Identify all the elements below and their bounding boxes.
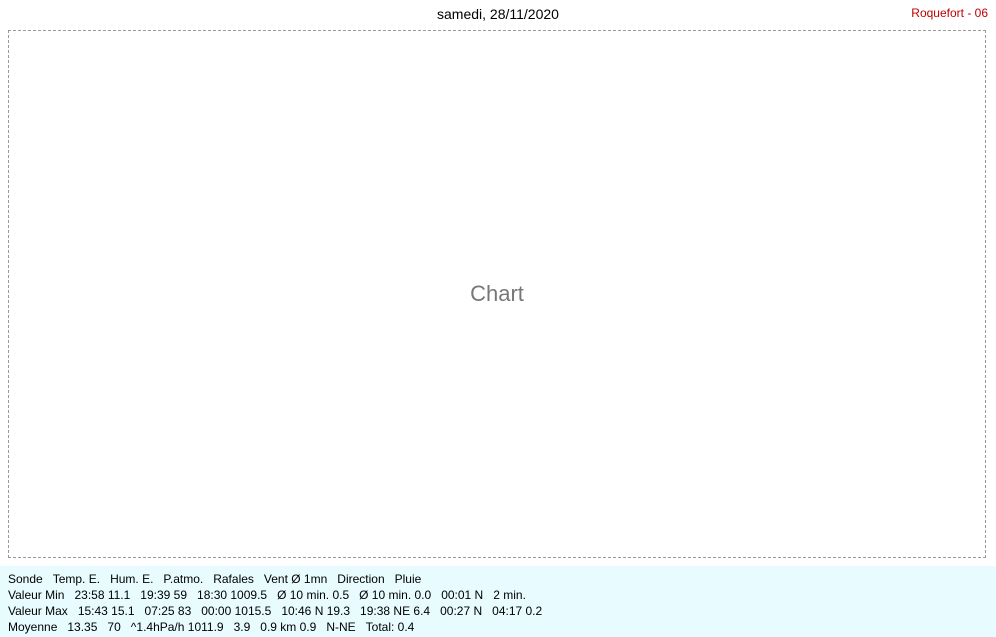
stats-cell: Temp. E. [52, 572, 101, 586]
stats-cell: 2 min. [493, 588, 526, 602]
stats-cell: 19:39 59 [140, 588, 188, 602]
stats-row-4: Moyenne 13.35 70 ^1.4hPa/h 1011.9 3.9 0.… [8, 620, 414, 634]
stats-cell: P.atmo. [163, 572, 204, 586]
stats-cell: 23:58 11.1 [74, 588, 131, 602]
stats-cell: 00:00 1015.5 [201, 604, 272, 618]
stats-cell: Pluie [394, 572, 422, 586]
stats-cell: 15:43 15.1 [77, 604, 135, 618]
stats-cell: 04:17 0.2 [492, 604, 543, 618]
chart-title: samedi, 28/11/2020 [437, 6, 559, 22]
stats-cell: Hum. E. [110, 572, 154, 586]
stats-cell: 0.9 km 0.9 [260, 620, 317, 634]
stats-cell: Direction [337, 572, 385, 586]
stats-cell: 07:25 83 [144, 604, 192, 618]
stats-row-2: Valeur Min 23:58 11.1 19:39 59 18:30 100… [8, 588, 526, 602]
stats-cell: Vent Ø 1mn [263, 572, 328, 586]
stats-cell: Sonde [8, 572, 43, 586]
stats-cell: ^1.4hPa/h 1011.9 [130, 620, 224, 634]
stats-cell: Valeur Min [8, 588, 65, 602]
chart-placeholder: Chart [8, 30, 986, 558]
stats-row-3: Valeur Max 15:43 15.1 07:25 83 00:00 101… [8, 604, 542, 618]
stats-cell: Moyenne [8, 620, 58, 634]
stats-cell: 19:38 NE 6.4 [360, 604, 431, 618]
stats-cell: 00:01 N [441, 588, 484, 602]
stats-cell: 18:30 1009.5 [197, 588, 268, 602]
stats-cell: Total: 0.4 [365, 620, 415, 634]
stats-cell: 70 [107, 620, 121, 634]
stats-cell: Ø 10 min. 0.5 [277, 588, 350, 602]
station-label: Roquefort - 06 [911, 6, 988, 20]
stats-cell: 10:46 N 19.3 [281, 604, 351, 618]
stats-cell: Ø 10 min. 0.0 [359, 588, 432, 602]
stats-cell: 13.35 [67, 620, 98, 634]
stats-cell: N-NE [326, 620, 356, 634]
stats-cell: Rafales [213, 572, 254, 586]
stats-cell: 3.9 [233, 620, 251, 634]
stats-cell: Valeur Max [8, 604, 68, 618]
stats-cell: 00:27 N [440, 604, 483, 618]
stats-row-1: Sonde Temp. E. Hum. E. P.atmo. Rafales V… [8, 572, 421, 586]
stats-panel: Sonde Temp. E. Hum. E. P.atmo. Rafales V… [0, 566, 996, 637]
